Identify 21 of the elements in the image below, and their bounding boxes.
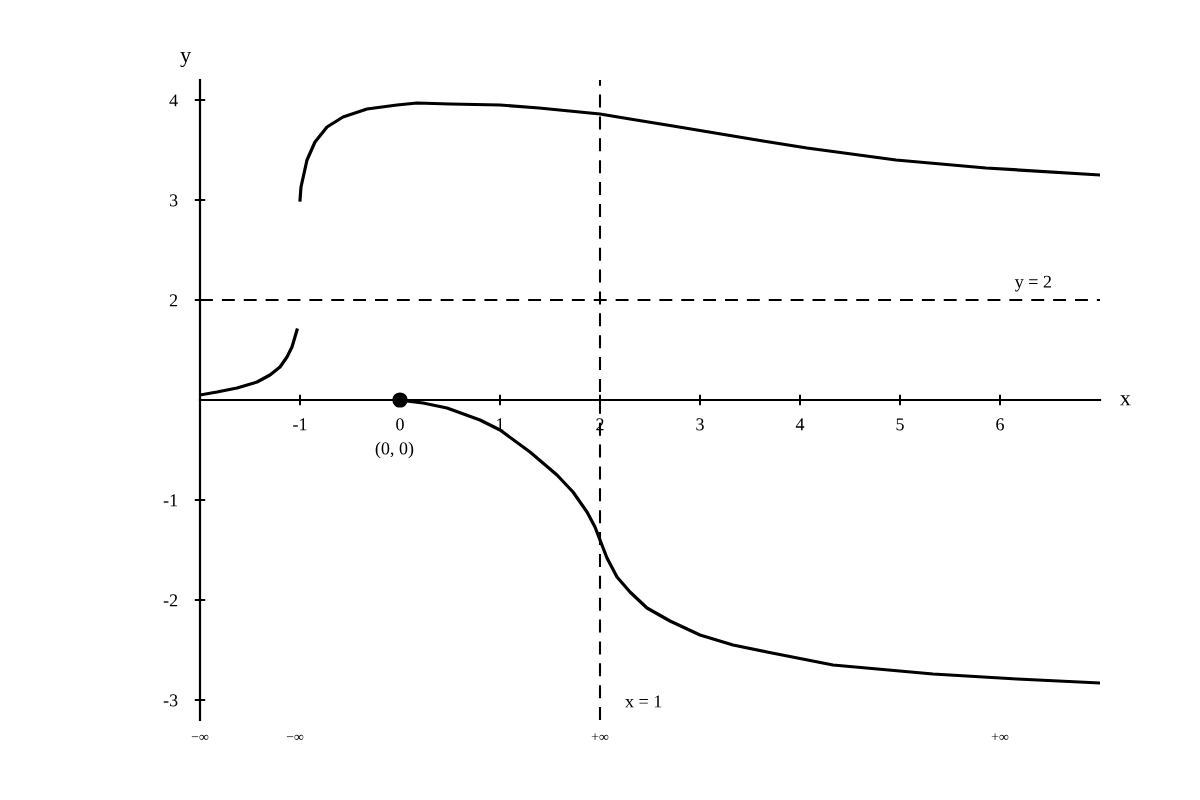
y2-tick-label: 2 bbox=[169, 294, 178, 307]
text: −∞ bbox=[191, 734, 209, 740]
ref-line-label: y = 2 bbox=[1014, 275, 1051, 292]
x-tick-label: 3 bbox=[696, 418, 704, 431]
y-tick-label: -2 bbox=[163, 594, 178, 607]
text: +∞ bbox=[591, 733, 609, 740]
y2-axis-title: y bbox=[180, 52, 192, 68]
x-axis-title: x bbox=[1119, 395, 1131, 406]
x-tick-label: 4 bbox=[795, 418, 805, 431]
y-tick-label: -1 bbox=[163, 494, 178, 507]
x-tick-label: -1 bbox=[293, 418, 307, 431]
annotation: (0, 0) bbox=[375, 441, 414, 459]
text: −∞ bbox=[286, 734, 304, 740]
y2-tick-label: 3 bbox=[169, 194, 178, 207]
annotation: x = 1 bbox=[625, 695, 662, 708]
y2-tick-label: 4 bbox=[169, 94, 178, 107]
x-tick-label: 5 bbox=[896, 418, 904, 431]
y-tick-label: -3 bbox=[163, 694, 178, 707]
x-tick-label: 6 bbox=[996, 418, 1004, 431]
text: +∞ bbox=[991, 733, 1009, 740]
x-tick-label: 0 bbox=[396, 418, 404, 431]
